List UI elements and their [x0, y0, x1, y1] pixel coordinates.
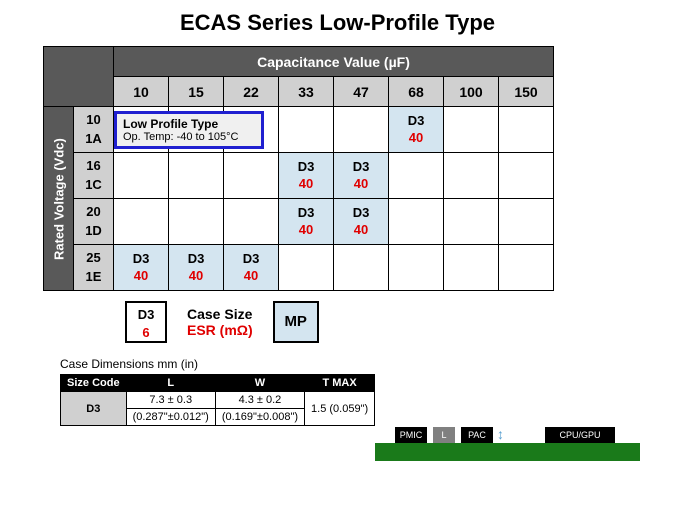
- col-header-150: 150: [499, 77, 554, 107]
- cell-r1c6: [444, 153, 499, 199]
- legend-mp-box: MP: [273, 301, 319, 343]
- cell-r2c5: [389, 199, 444, 245]
- cell-r3c6: [444, 245, 499, 291]
- cell-r3c0: D340: [114, 245, 169, 291]
- capacitance-matrix: Capacitance Value (µF) 10152233476810015…: [43, 46, 554, 291]
- cell-r2c7: [499, 199, 554, 245]
- cell-r0c7: [499, 107, 554, 153]
- callout-box: Low Profile Type Op. Temp: -40 to 105°C: [114, 111, 264, 149]
- col-header-15: 15: [169, 77, 224, 107]
- cell-r1c5: [389, 153, 444, 199]
- cell-r3c4: [334, 245, 389, 291]
- cell-r2c2: [224, 199, 279, 245]
- cell-r1c0: [114, 153, 169, 199]
- chip-pac: PAC: [461, 427, 493, 443]
- cell-r3c3: [279, 245, 334, 291]
- dimensions-table: Size Code L W T MAX D3 7.3 ± 0.3 4.3 ± 0…: [60, 374, 375, 426]
- dim-h-t: T MAX: [305, 375, 375, 392]
- chip-cpu: CPU/GPU: [545, 427, 615, 443]
- cell-r3c5: [389, 245, 444, 291]
- cell-r3c1: D340: [169, 245, 224, 291]
- col-header-68: 68: [389, 77, 444, 107]
- legend-case-label: Case Size: [187, 306, 253, 322]
- height-arrow-icon: ↕: [497, 426, 504, 442]
- row-header-1C: 161C: [74, 153, 114, 199]
- cell-r1c1: [169, 153, 224, 199]
- row-header-1A: 101A: [74, 107, 114, 153]
- cell-r0c5: D340: [389, 107, 444, 153]
- cell-r2c6: [444, 199, 499, 245]
- row-header-1D: 201D: [74, 199, 114, 245]
- dim-l: 7.3 ± 0.3: [126, 392, 215, 409]
- cell-r0c6: [444, 107, 499, 153]
- cell-r1c7: [499, 153, 554, 199]
- cell-r1c3: D340: [279, 153, 334, 199]
- legend-sample-box: D3 6: [125, 301, 167, 343]
- col-header-10: 10: [114, 77, 169, 107]
- callout-title: Low Profile Type: [123, 117, 255, 131]
- cell-r2c4: D340: [334, 199, 389, 245]
- dim-h-w: W: [215, 375, 304, 392]
- dim-code: D3: [61, 392, 127, 426]
- cell-r3c2: D340: [224, 245, 279, 291]
- board-diagram: PMIC L PAC ↕ CPU/GPU: [375, 435, 640, 461]
- cell-r2c1: [169, 199, 224, 245]
- legend: D3 6 Case Size ESR (mΩ) MP: [125, 301, 645, 343]
- cell-r0c4: [334, 107, 389, 153]
- col-header-33: 33: [279, 77, 334, 107]
- cell-r1c4: D340: [334, 153, 389, 199]
- chip-pmic: PMIC: [395, 427, 427, 443]
- legend-esr-label: ESR (mΩ): [187, 322, 253, 338]
- col-header-47: 47: [334, 77, 389, 107]
- dim-h-l: L: [126, 375, 215, 392]
- dim-l2: (0.287"±0.012"): [126, 409, 215, 426]
- col-header-22: 22: [224, 77, 279, 107]
- corner-cell: [44, 47, 114, 107]
- legend-esr: 6: [127, 324, 165, 342]
- row-header-1E: 251E: [74, 245, 114, 291]
- dim-w: 4.3 ± 0.2: [215, 392, 304, 409]
- dim-w2: (0.169"±0.008"): [215, 409, 304, 426]
- page-title: ECAS Series Low-Profile Type: [30, 10, 645, 36]
- dim-title: Case Dimensions mm (in): [60, 357, 645, 371]
- chip-l: L: [433, 427, 455, 443]
- legend-case: D3: [127, 306, 165, 324]
- voltage-header: Rated Voltage (Vdc): [44, 107, 74, 291]
- dim-h-code: Size Code: [61, 375, 127, 392]
- cell-r2c0: [114, 199, 169, 245]
- cell-r3c7: [499, 245, 554, 291]
- dim-t: 1.5 (0.059"): [305, 392, 375, 426]
- capacitance-header: Capacitance Value (µF): [114, 47, 554, 77]
- cell-r1c2: [224, 153, 279, 199]
- callout-sub: Op. Temp: -40 to 105°C: [123, 131, 255, 143]
- col-header-100: 100: [444, 77, 499, 107]
- cell-r2c3: D340: [279, 199, 334, 245]
- cell-r0c3: [279, 107, 334, 153]
